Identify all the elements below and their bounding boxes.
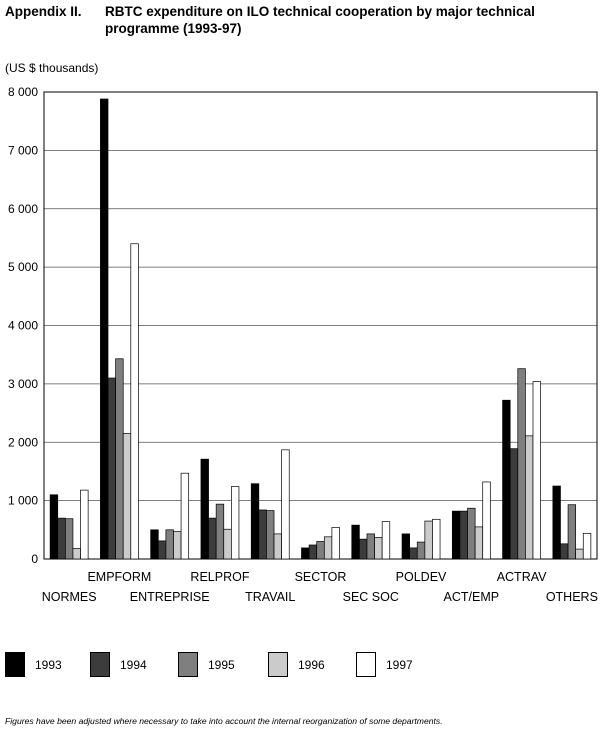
bar-1994-entreprise [157, 540, 167, 560]
x-category-label: ACTRAV [497, 570, 547, 584]
y-tick-label: 0 [31, 552, 38, 566]
bar-1993-actrav [502, 399, 511, 560]
bar-1993-travail [250, 483, 260, 560]
unit-label: (US $ thousands) [5, 61, 99, 75]
legend-label-1995: 1995 [208, 658, 235, 672]
bar-1995-empform [115, 358, 124, 560]
legend-swatch-1993 [5, 652, 25, 677]
legend-label-1993: 1993 [35, 658, 62, 672]
y-tick-label: 6 000 [8, 202, 38, 216]
x-category-label: TRAVAIL [245, 590, 295, 604]
bar-1995-relprof [215, 503, 225, 560]
bar-1996-poldev [424, 520, 433, 560]
bar-1995-act-emp [467, 507, 476, 560]
x-category-label: EMPFORM [87, 570, 151, 584]
bar-1997-travail [281, 449, 290, 560]
x-category-label: RELPROF [190, 570, 249, 584]
legend-swatch-1995 [178, 652, 198, 677]
bar-1995-normes [64, 518, 74, 560]
bar-1997-relprof [231, 486, 240, 560]
bar-1997-act-emp [482, 481, 491, 560]
legend-label-1996: 1996 [298, 658, 325, 672]
bar-1994-empform [107, 377, 116, 560]
bar-1997-actrav [532, 381, 541, 560]
bar-1997-normes [80, 489, 89, 560]
y-tick-label: 7 000 [8, 143, 38, 157]
x-category-label: SEC SOC [343, 590, 399, 604]
y-tick-label: 2 000 [8, 435, 38, 449]
bar-1997-sector [331, 527, 340, 560]
x-category-label: OTHERS [546, 590, 598, 604]
bar-1993-normes [49, 494, 59, 560]
bar-1993-empform [100, 98, 109, 560]
appendix-label: Appendix II. [5, 4, 82, 19]
bar-1994-travail [258, 509, 267, 560]
bar-1996-empform [122, 433, 132, 560]
bar-1996-others [575, 548, 584, 560]
bar-1997-empform [130, 243, 139, 560]
bar-1995-others [567, 504, 577, 560]
bar-1996-sec-soc [374, 537, 383, 560]
bar-1995-sector [316, 541, 325, 560]
x-category-label: ENTREPRISE [130, 590, 210, 604]
bar-1994-others [560, 543, 569, 560]
bar-1996-act-emp [474, 526, 484, 560]
legend-swatch-1994 [90, 652, 110, 677]
y-tick-label: 4 000 [8, 319, 38, 333]
x-category-label: SECTOR [295, 570, 347, 584]
legend-label-1997: 1997 [386, 658, 413, 672]
title-text: RBTC expenditure on ILO technical cooper… [105, 4, 535, 36]
bar-1993-others [552, 485, 561, 560]
bar-1993-sector [301, 547, 310, 560]
bar-1997-poldev [432, 518, 441, 560]
x-category-label: NORMES [42, 590, 97, 604]
bar-1996-normes [72, 548, 81, 560]
bar-1995-actrav [517, 368, 526, 560]
legend-swatch-1996 [268, 652, 288, 677]
bar-1996-actrav [525, 435, 534, 560]
bar-1996-relprof [223, 528, 232, 560]
bar-1997-others [582, 532, 592, 560]
y-tick-label: 1 000 [8, 494, 38, 508]
bar-1996-entreprise [173, 531, 182, 560]
bar-1993-sec-soc [351, 524, 360, 560]
bar-1994-poldev [409, 547, 418, 560]
bar-1994-act-emp [459, 510, 468, 560]
bar-1994-normes [57, 517, 66, 560]
bar-1996-travail [273, 533, 282, 560]
bar-1994-sec-soc [359, 538, 368, 560]
legend: 1993 1994 1995 1996 1997 [0, 652, 600, 678]
bar-1993-relprof [200, 458, 209, 560]
x-category-label: ACT/EMP [444, 590, 500, 604]
bar-1993-poldev [401, 533, 410, 560]
bar-1993-act-emp [451, 510, 461, 560]
bar-1995-sec-soc [366, 533, 375, 560]
bar-1995-entreprise [165, 529, 174, 560]
y-tick-label: 3 000 [8, 377, 38, 391]
bar-1997-entreprise [180, 472, 190, 560]
bar-1996-sector [323, 536, 333, 560]
bar-1993-entreprise [150, 529, 159, 560]
bar-1994-sector [308, 544, 318, 560]
legend-swatch-1997 [356, 652, 376, 677]
bar-chart: 0 1 000 2 000 3 000 4 000 5 000 6 000 7 000 8 00… [8, 85, 598, 604]
footnote: Figures have been adjusted where necessa… [5, 716, 443, 726]
bar-1995-travail [266, 510, 275, 560]
bar-1995-poldev [416, 541, 426, 560]
bar-1994-actrav [509, 448, 519, 560]
x-category-label: POLDEV [396, 570, 447, 584]
legend-label-1994: 1994 [120, 658, 147, 672]
bar-1997-sec-soc [381, 521, 391, 560]
bar-1994-relprof [208, 517, 217, 560]
y-tick-label: 8 000 [8, 85, 38, 99]
y-tick-label: 5 000 [8, 260, 38, 274]
